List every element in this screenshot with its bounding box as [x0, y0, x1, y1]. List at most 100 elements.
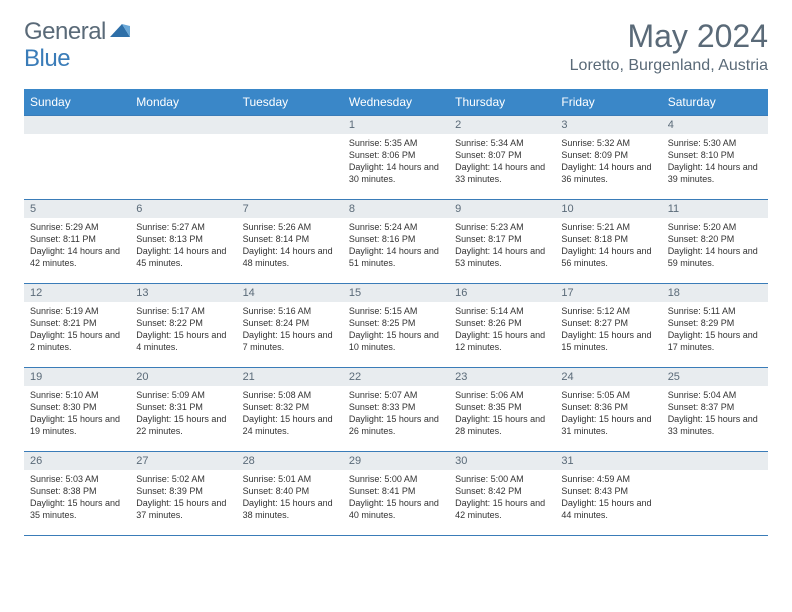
calendar-cell: 19Sunrise: 5:10 AMSunset: 8:30 PMDayligh…: [24, 368, 130, 452]
day-number: 24: [555, 368, 661, 386]
day-details: Sunrise: 5:02 AMSunset: 8:39 PMDaylight:…: [130, 470, 236, 526]
calendar-cell: 24Sunrise: 5:05 AMSunset: 8:36 PMDayligh…: [555, 368, 661, 452]
day-number: 3: [555, 116, 661, 134]
day-details: Sunrise: 5:03 AMSunset: 8:38 PMDaylight:…: [24, 470, 130, 526]
day-details: Sunrise: 5:14 AMSunset: 8:26 PMDaylight:…: [449, 302, 555, 358]
day-details: Sunrise: 5:35 AMSunset: 8:06 PMDaylight:…: [343, 134, 449, 190]
weekday-header: Thursday: [449, 89, 555, 116]
calendar-cell: 28Sunrise: 5:01 AMSunset: 8:40 PMDayligh…: [237, 452, 343, 536]
day-number: 14: [237, 284, 343, 302]
calendar-cell: 27Sunrise: 5:02 AMSunset: 8:39 PMDayligh…: [130, 452, 236, 536]
logo-triangle-icon: [110, 21, 132, 44]
calendar-cell: 9Sunrise: 5:23 AMSunset: 8:17 PMDaylight…: [449, 200, 555, 284]
calendar-cell-empty: [662, 452, 768, 536]
day-number: 19: [24, 368, 130, 386]
header: General May 2024 Loretto, Burgenland, Au…: [0, 0, 792, 81]
calendar-cell: 13Sunrise: 5:17 AMSunset: 8:22 PMDayligh…: [130, 284, 236, 368]
weekday-header: Sunday: [24, 89, 130, 116]
location-subtitle: Loretto, Burgenland, Austria: [570, 57, 768, 75]
day-number: 26: [24, 452, 130, 470]
calendar-cell: 22Sunrise: 5:07 AMSunset: 8:33 PMDayligh…: [343, 368, 449, 452]
day-number: 27: [130, 452, 236, 470]
calendar-body: 1Sunrise: 5:35 AMSunset: 8:06 PMDaylight…: [24, 116, 768, 536]
logo: General: [24, 18, 134, 46]
day-details: Sunrise: 5:29 AMSunset: 8:11 PMDaylight:…: [24, 218, 130, 274]
logo-word2: Blue: [24, 45, 70, 72]
calendar-cell: 20Sunrise: 5:09 AMSunset: 8:31 PMDayligh…: [130, 368, 236, 452]
day-details: Sunrise: 5:06 AMSunset: 8:35 PMDaylight:…: [449, 386, 555, 442]
weekday-header: Friday: [555, 89, 661, 116]
calendar-cell: 30Sunrise: 5:00 AMSunset: 8:42 PMDayligh…: [449, 452, 555, 536]
calendar-cell: 21Sunrise: 5:08 AMSunset: 8:32 PMDayligh…: [237, 368, 343, 452]
title-block: May 2024 Loretto, Burgenland, Austria: [570, 18, 768, 75]
day-details: Sunrise: 5:04 AMSunset: 8:37 PMDaylight:…: [662, 386, 768, 442]
day-number: 21: [237, 368, 343, 386]
day-details: Sunrise: 5:01 AMSunset: 8:40 PMDaylight:…: [237, 470, 343, 526]
day-number: 1: [343, 116, 449, 134]
day-number: 13: [130, 284, 236, 302]
day-number: 8: [343, 200, 449, 218]
calendar-cell: 11Sunrise: 5:20 AMSunset: 8:20 PMDayligh…: [662, 200, 768, 284]
day-number: 16: [449, 284, 555, 302]
day-number: 22: [343, 368, 449, 386]
calendar-cell: 31Sunrise: 4:59 AMSunset: 8:43 PMDayligh…: [555, 452, 661, 536]
day-number: 30: [449, 452, 555, 470]
calendar-cell: 25Sunrise: 5:04 AMSunset: 8:37 PMDayligh…: [662, 368, 768, 452]
day-number: 15: [343, 284, 449, 302]
day-details: Sunrise: 5:09 AMSunset: 8:31 PMDaylight:…: [130, 386, 236, 442]
day-details: Sunrise: 5:10 AMSunset: 8:30 PMDaylight:…: [24, 386, 130, 442]
day-number: 2: [449, 116, 555, 134]
weekday-header: Tuesday: [237, 89, 343, 116]
calendar-cell: 16Sunrise: 5:14 AMSunset: 8:26 PMDayligh…: [449, 284, 555, 368]
calendar-cell: 1Sunrise: 5:35 AMSunset: 8:06 PMDaylight…: [343, 116, 449, 200]
calendar-cell: 6Sunrise: 5:27 AMSunset: 8:13 PMDaylight…: [130, 200, 236, 284]
calendar-cell: 7Sunrise: 5:26 AMSunset: 8:14 PMDaylight…: [237, 200, 343, 284]
calendar-cell: 18Sunrise: 5:11 AMSunset: 8:29 PMDayligh…: [662, 284, 768, 368]
day-details: Sunrise: 5:21 AMSunset: 8:18 PMDaylight:…: [555, 218, 661, 274]
day-number: 11: [662, 200, 768, 218]
day-details: Sunrise: 5:30 AMSunset: 8:10 PMDaylight:…: [662, 134, 768, 190]
calendar-cell-empty: [24, 116, 130, 200]
day-details: Sunrise: 5:00 AMSunset: 8:42 PMDaylight:…: [449, 470, 555, 526]
day-details: Sunrise: 5:27 AMSunset: 8:13 PMDaylight:…: [130, 218, 236, 274]
day-number: 7: [237, 200, 343, 218]
calendar-cell: 8Sunrise: 5:24 AMSunset: 8:16 PMDaylight…: [343, 200, 449, 284]
calendar-cell: 2Sunrise: 5:34 AMSunset: 8:07 PMDaylight…: [449, 116, 555, 200]
day-details: Sunrise: 5:24 AMSunset: 8:16 PMDaylight:…: [343, 218, 449, 274]
day-number: 29: [343, 452, 449, 470]
day-details: Sunrise: 5:07 AMSunset: 8:33 PMDaylight:…: [343, 386, 449, 442]
day-number: 5: [24, 200, 130, 218]
calendar-cell: 15Sunrise: 5:15 AMSunset: 8:25 PMDayligh…: [343, 284, 449, 368]
calendar-row: 12Sunrise: 5:19 AMSunset: 8:21 PMDayligh…: [24, 284, 768, 368]
day-details: Sunrise: 5:15 AMSunset: 8:25 PMDaylight:…: [343, 302, 449, 358]
weekday-header: Monday: [130, 89, 236, 116]
day-number: 20: [130, 368, 236, 386]
day-number: 28: [237, 452, 343, 470]
calendar-row: 19Sunrise: 5:10 AMSunset: 8:30 PMDayligh…: [24, 368, 768, 452]
day-number: 23: [449, 368, 555, 386]
day-details: Sunrise: 5:05 AMSunset: 8:36 PMDaylight:…: [555, 386, 661, 442]
day-details: Sunrise: 5:19 AMSunset: 8:21 PMDaylight:…: [24, 302, 130, 358]
calendar-cell: 3Sunrise: 5:32 AMSunset: 8:09 PMDaylight…: [555, 116, 661, 200]
calendar-row: 5Sunrise: 5:29 AMSunset: 8:11 PMDaylight…: [24, 200, 768, 284]
calendar-cell: 12Sunrise: 5:19 AMSunset: 8:21 PMDayligh…: [24, 284, 130, 368]
day-number: 10: [555, 200, 661, 218]
calendar-cell: 14Sunrise: 5:16 AMSunset: 8:24 PMDayligh…: [237, 284, 343, 368]
day-details: Sunrise: 5:32 AMSunset: 8:09 PMDaylight:…: [555, 134, 661, 190]
day-details: Sunrise: 5:12 AMSunset: 8:27 PMDaylight:…: [555, 302, 661, 358]
calendar-head: SundayMondayTuesdayWednesdayThursdayFrid…: [24, 89, 768, 116]
day-number-empty: [237, 116, 343, 134]
calendar-cell: 4Sunrise: 5:30 AMSunset: 8:10 PMDaylight…: [662, 116, 768, 200]
day-number: 25: [662, 368, 768, 386]
day-number: 4: [662, 116, 768, 134]
day-details: Sunrise: 5:17 AMSunset: 8:22 PMDaylight:…: [130, 302, 236, 358]
day-number: 9: [449, 200, 555, 218]
day-details: Sunrise: 5:16 AMSunset: 8:24 PMDaylight:…: [237, 302, 343, 358]
day-number: 31: [555, 452, 661, 470]
day-details: Sunrise: 5:11 AMSunset: 8:29 PMDaylight:…: [662, 302, 768, 358]
weekday-header: Saturday: [662, 89, 768, 116]
calendar-cell: 5Sunrise: 5:29 AMSunset: 8:11 PMDaylight…: [24, 200, 130, 284]
calendar-cell: 23Sunrise: 5:06 AMSunset: 8:35 PMDayligh…: [449, 368, 555, 452]
day-details: Sunrise: 5:00 AMSunset: 8:41 PMDaylight:…: [343, 470, 449, 526]
weekday-header: Wednesday: [343, 89, 449, 116]
